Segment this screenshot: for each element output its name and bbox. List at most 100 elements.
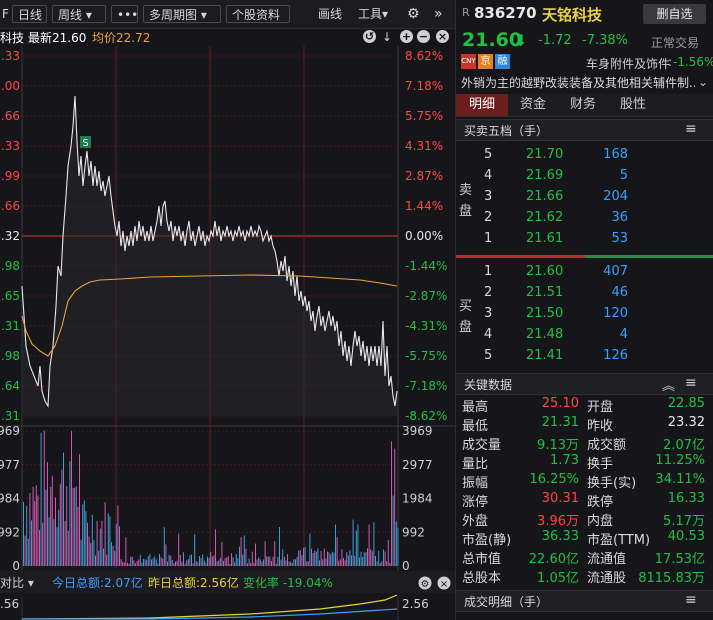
volume-bar	[327, 551, 328, 566]
volume-bar	[325, 558, 327, 566]
menu-icon[interactable]: ≡	[685, 375, 697, 391]
volume-bar	[71, 430, 72, 566]
volume-bar	[210, 551, 212, 566]
zoom-out-icon[interactable]: −	[417, 30, 430, 43]
bid-row[interactable]: 4 21.48 4	[456, 327, 713, 347]
remove-watchlist-button[interactable]: 删自选	[643, 4, 706, 24]
volume-tick-right: 0	[402, 559, 410, 573]
bid-row[interactable]: 3 21.50 120	[456, 306, 713, 326]
yesterday-total: 昨日总额:2.56亿	[148, 575, 239, 590]
volume-bar	[231, 553, 232, 566]
volume-bar	[355, 530, 357, 566]
double-chevron-right-icon[interactable]: »	[434, 6, 443, 22]
key-data-value: 22.60亿	[528, 552, 579, 567]
more-button[interactable]: •••	[111, 5, 138, 23]
close-sub-chart-icon[interactable]	[437, 576, 451, 590]
key-data-value: 25.10	[541, 396, 579, 411]
bid-row[interactable]: 1 21.60 407	[456, 264, 713, 284]
gear-icon[interactable]: ⚙	[407, 6, 420, 22]
volume-bar	[191, 554, 192, 566]
volume-bar	[299, 549, 301, 566]
volume-tick-right: 992	[402, 525, 425, 539]
order-price: 21.41	[526, 348, 564, 363]
buy-label-2: 盘	[459, 320, 473, 335]
volume-bar	[239, 546, 240, 566]
trade-detail-header: 成交明细（手） ≡	[456, 590, 713, 612]
bottom-strip	[0, 571, 455, 593]
arrow-down-icon[interactable]: ↓	[382, 30, 393, 44]
average-price-line	[21, 274, 398, 357]
order-price: 21.60	[526, 264, 564, 279]
ask-row[interactable]: 2 21.62 36	[456, 210, 713, 230]
key-data-label: 内盘	[587, 514, 614, 529]
signal-marker-box[interactable]	[80, 136, 91, 148]
volume-tick-right: 2977	[402, 458, 433, 472]
key-data-value: 16.33	[667, 491, 705, 506]
tools-dropdown[interactable]: 工具▾	[358, 7, 389, 21]
price-tick-left: 3.65	[0, 289, 20, 303]
volume-bar	[266, 556, 268, 566]
volume-bar	[53, 519, 55, 566]
yesterday-amount-curve	[21, 594, 398, 620]
ask-row[interactable]: 1 21.61 53	[456, 231, 713, 251]
ask-row[interactable]: 5 21.70 168	[456, 147, 713, 167]
settings-icon[interactable]	[418, 576, 432, 590]
weekly-dropdown[interactable]: 周线 ▾	[52, 5, 106, 23]
volume-bar	[61, 469, 63, 566]
volume-bar	[40, 432, 42, 566]
tab-funds[interactable]: 资金	[519, 97, 546, 112]
stock-profile-button[interactable]: 个股资料	[226, 5, 290, 23]
draw-line-button[interactable]: 画线	[318, 7, 343, 21]
volume-bar	[357, 524, 359, 566]
zoom-in-icon[interactable]: +	[400, 30, 413, 43]
order-volume: 407	[603, 264, 628, 279]
volume-bar	[96, 520, 98, 566]
volume-bar	[368, 524, 370, 566]
volume-bar	[250, 563, 252, 566]
refresh-icon[interactable]: ↺	[363, 30, 376, 43]
volume-bar	[130, 556, 132, 566]
industry-name[interactable]: 车身附件及饰件	[586, 57, 671, 71]
ask-row[interactable]: 3 21.66 204	[456, 189, 713, 209]
price-area	[22, 96, 397, 416]
volume-bar	[378, 550, 380, 566]
key-data-label: 昨收	[587, 419, 614, 434]
volume-bar	[162, 558, 164, 566]
chevron-down-icon[interactable]: ⌄	[698, 75, 709, 89]
daily-button[interactable]: 日线	[12, 5, 47, 23]
volume-bar	[381, 561, 383, 566]
volume-bar	[163, 527, 165, 566]
volume-bar	[88, 536, 90, 566]
bid-row[interactable]: 5 21.41 126	[456, 348, 713, 368]
volume-bar	[240, 537, 242, 566]
volume-bar	[235, 554, 237, 566]
close-icon[interactable]: ×	[436, 30, 449, 43]
collapse-up-icon[interactable]: ︽	[662, 379, 676, 394]
key-data-label: 跌停	[587, 495, 614, 510]
order-volume: 126	[603, 348, 628, 363]
tab-character[interactable]: 股性	[619, 97, 646, 112]
tab-finance[interactable]: 财务	[569, 97, 596, 112]
key-data-value: 36.33	[541, 529, 579, 544]
volume-bar	[199, 556, 200, 566]
ask-row[interactable]: 4 21.69 5	[456, 168, 713, 188]
volume-bar	[48, 517, 50, 566]
volume-bar	[267, 556, 269, 566]
menu-icon[interactable]: ≡	[685, 592, 697, 608]
volume-bar	[85, 511, 87, 566]
volume-bar	[138, 559, 140, 566]
menu-icon[interactable]: ≡	[685, 121, 697, 137]
tab-detail[interactable]: 明细	[456, 94, 508, 116]
volume-bar	[237, 558, 239, 566]
volume-bar	[275, 563, 277, 566]
volume-bar	[309, 533, 311, 566]
company-description[interactable]: 外销为主的越野改装装备及其他相关辅件制...	[461, 76, 695, 90]
multi-period-dropdown[interactable]: 多周期图 ▾	[143, 5, 221, 23]
description-row: 外销为主的越野改装装备及其他相关辅件制... ⌄	[456, 72, 713, 92]
volume-bar	[339, 559, 341, 566]
bid-row[interactable]: 2 21.51 46	[456, 285, 713, 305]
order-level: 2	[484, 285, 493, 300]
compare-dropdown[interactable]: 对比 ▾	[0, 576, 34, 590]
volume-bar	[103, 548, 104, 566]
volume-bar	[224, 558, 226, 566]
